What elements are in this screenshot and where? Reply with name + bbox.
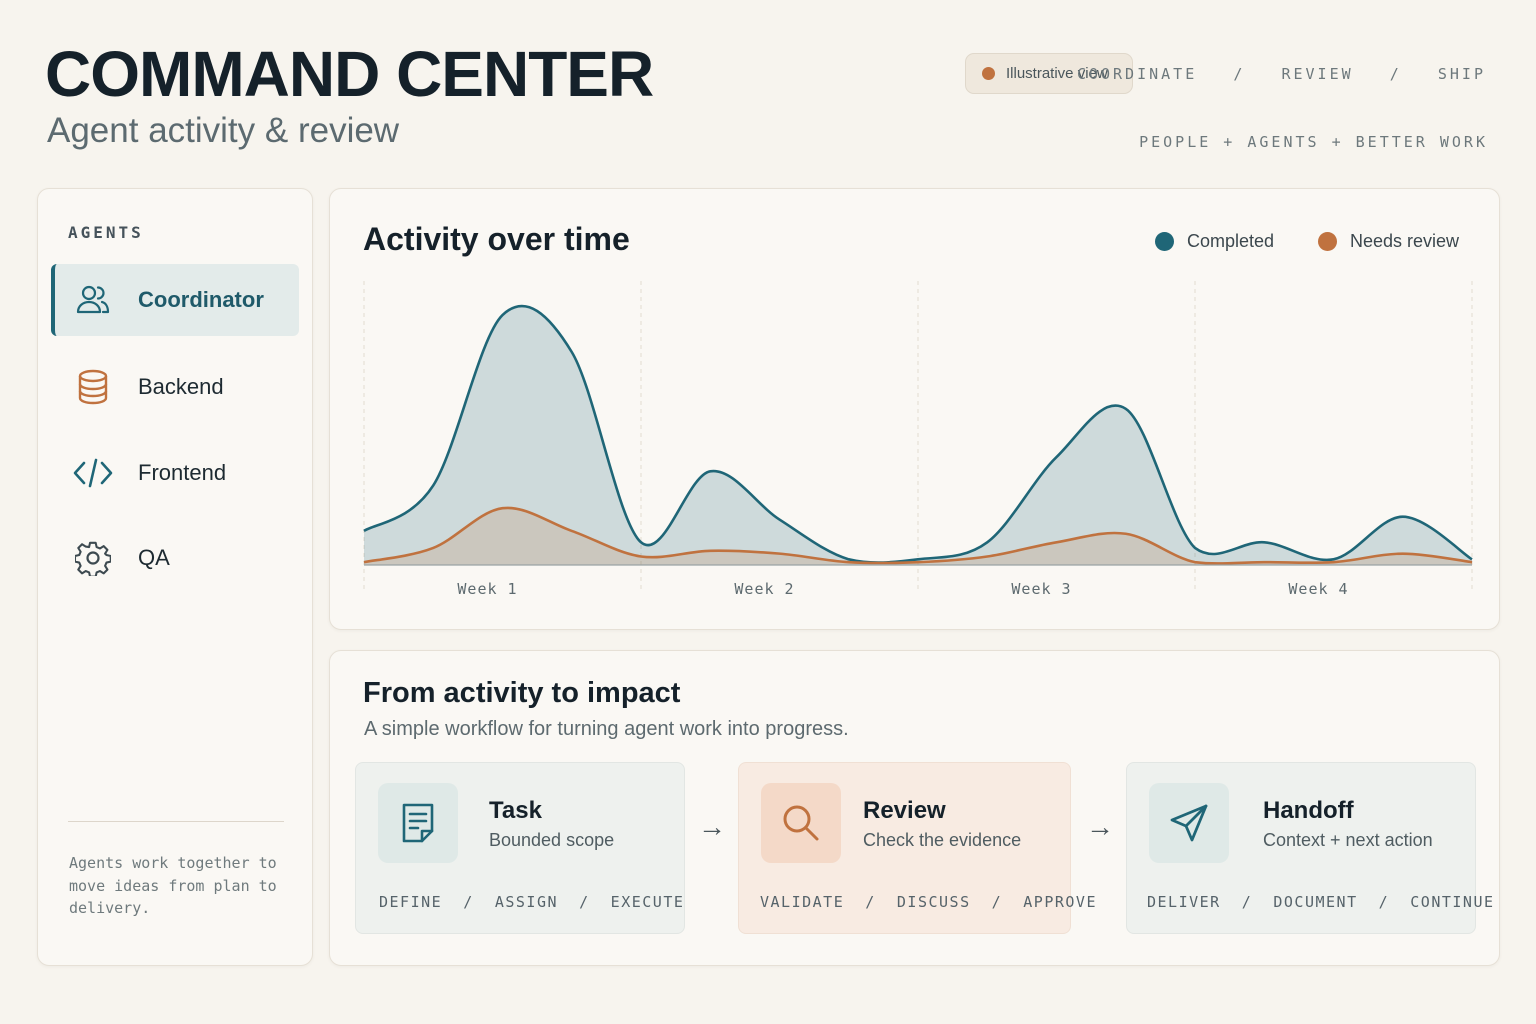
step-title: Task	[489, 797, 542, 824]
step-tags: DEFINE / ASSIGN / EXECUTE	[379, 893, 685, 911]
legend-label: Needs review	[1350, 231, 1460, 251]
chart-title: Activity over time	[363, 221, 630, 257]
series-line-needs-review	[363, 506, 1473, 565]
arrow-right-icon: →	[1086, 811, 1114, 842]
impact-title: From activity to impact	[363, 677, 681, 709]
sidebar-item-label: QA	[138, 545, 170, 570]
workflow-step-handoff[interactable]: Handoff Context + next action DELIVER / …	[1126, 762, 1493, 934]
sidebar-item-backend[interactable]: Backend	[51, 351, 299, 423]
impact-subtitle: A simple workflow for turning agent work…	[364, 718, 849, 740]
document-icon	[378, 783, 458, 863]
step-tags: DELIVER / DOCUMENT / CONTINUE	[1147, 893, 1495, 911]
sidebar-divider	[68, 821, 284, 822]
series-line-completed	[363, 304, 1473, 564]
legend-needs-review: Needs review	[1318, 231, 1459, 252]
workflow-step-task[interactable]: Task Bounded scope DEFINE / ASSIGN / EXE…	[355, 762, 685, 934]
legend-swatch-needs-review	[1318, 232, 1337, 251]
sidebar-item-label: Coordinator	[138, 287, 264, 312]
magnifier-icon	[761, 783, 841, 863]
workflow-step-review[interactable]: Review Check the evidence VALIDATE / DIS…	[738, 762, 1095, 934]
step-title: Review	[863, 797, 946, 824]
step-description: Check the evidence	[863, 830, 1022, 850]
step-title: Handoff	[1263, 797, 1354, 824]
tagline: PEOPLE + AGENTS + BETTER WORK	[1139, 133, 1488, 151]
sidebar-item-label: Backend	[138, 374, 224, 399]
nav-item-ship[interactable]: SHIP	[1437, 65, 1486, 83]
x-tick-label: Week 1	[457, 580, 517, 598]
series-area-completed	[364, 306, 1472, 565]
sidebar-item-qa[interactable]: QA	[51, 522, 299, 594]
impact-card: From activity to impact A simple workflo…	[329, 650, 1500, 966]
legend-label: Completed	[1187, 231, 1275, 251]
x-tick-label: Week 4	[1288, 580, 1348, 598]
sidebar-heading: AGENTS	[68, 223, 144, 242]
page-subtitle: Agent activity & review	[47, 111, 400, 150]
x-tick-label: Week 3	[1011, 580, 1071, 598]
sidebar-item-label: Frontend	[138, 460, 227, 485]
database-icon	[73, 367, 113, 407]
badge-label: Illustrative view	[1006, 65, 1108, 82]
sidebar-item-frontend[interactable]: Frontend	[51, 437, 299, 509]
activity-chart: Week 1 Week 2 Week 3 Week 4	[363, 281, 1473, 598]
status-dot-icon	[982, 67, 995, 80]
code-icon	[73, 453, 113, 493]
x-tick-label: Week 2	[734, 580, 794, 598]
step-description: Bounded scope	[489, 830, 615, 850]
page-title: COMMAND CENTER	[45, 38, 654, 110]
arrow-right-icon: →	[698, 811, 726, 842]
send-icon	[1149, 783, 1229, 863]
top-nav: COORDINATE / REVIEW / SHIP	[1076, 65, 1486, 83]
sidebar-item-coordinator[interactable]: Coordinator	[51, 264, 299, 336]
users-icon	[73, 280, 113, 320]
illustrative-view-badge[interactable]: Illustrative view	[965, 53, 1133, 94]
step-description: Context + next action	[1263, 830, 1433, 850]
nav-item-coordinate[interactable]: COORDINATE	[1076, 65, 1198, 83]
agents-sidebar: AGENTS Coordinator Backend	[37, 188, 313, 966]
legend-completed: Completed	[1155, 231, 1274, 252]
step-tags: VALIDATE / DISCUSS / APPROVE	[760, 893, 1097, 911]
legend-swatch-completed	[1155, 232, 1174, 251]
gear-icon	[73, 538, 113, 578]
nav-item-review[interactable]: REVIEW	[1281, 65, 1354, 83]
activity-chart-card: Activity over time Completed Needs revie…	[329, 188, 1500, 630]
sidebar-note: Agents work together to move ideas from …	[69, 854, 277, 917]
